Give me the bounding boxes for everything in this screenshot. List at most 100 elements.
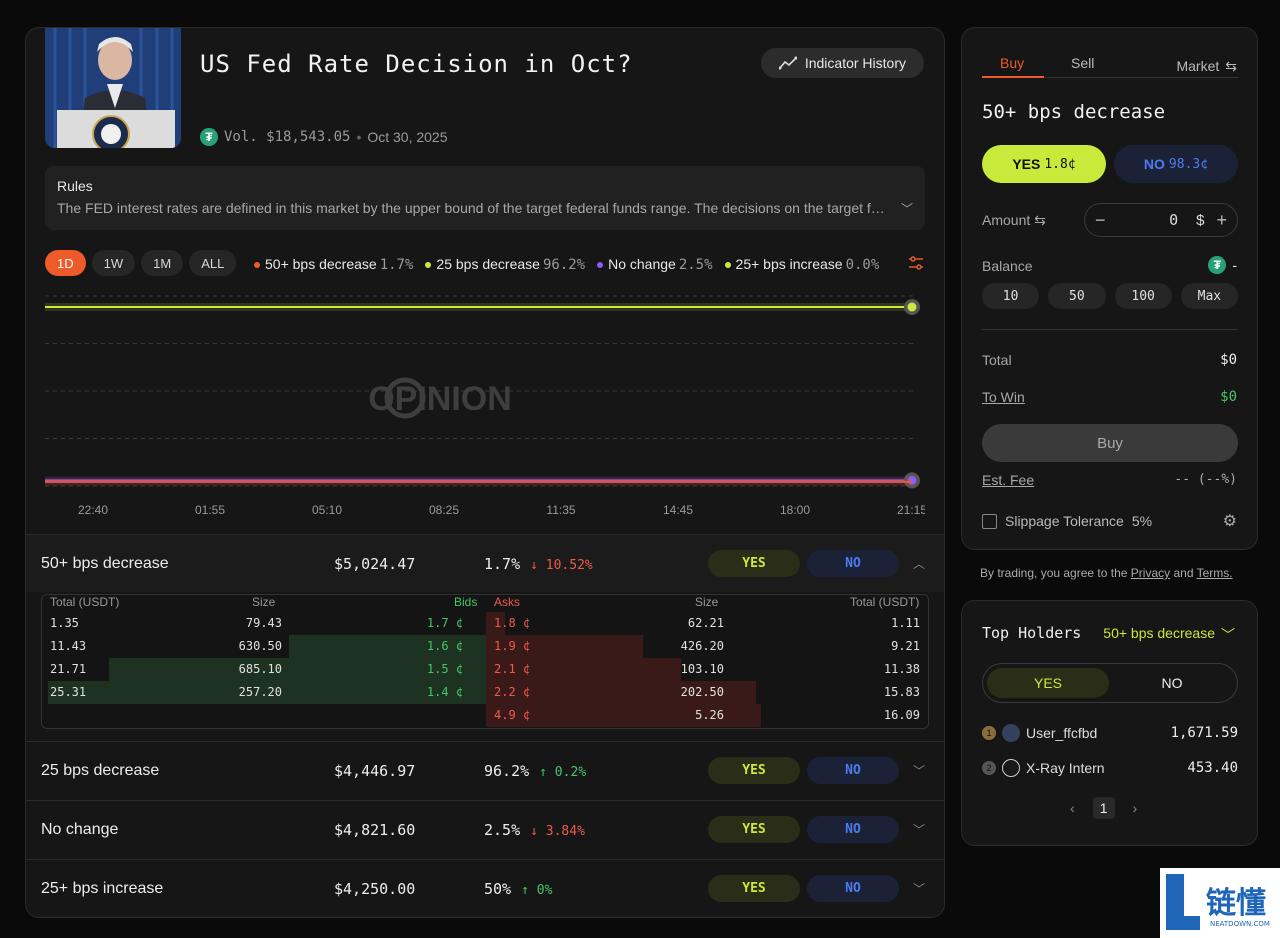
tab-sell[interactable]: Sell (1071, 55, 1095, 71)
range-1d[interactable]: 1D (45, 250, 86, 276)
total-value: $0 (1220, 352, 1237, 368)
range-all[interactable]: ALL (189, 250, 237, 276)
minus-icon[interactable]: − (1095, 209, 1106, 230)
tether-icon: ₮ (200, 128, 218, 146)
amount-label: Amount ⇆ (982, 212, 1046, 229)
no-button[interactable]: NO (807, 550, 899, 577)
chart-watermark-icon (384, 377, 426, 419)
terms-link[interactable]: Terms. (1196, 566, 1233, 580)
chevron-right-icon[interactable]: › (1132, 800, 1138, 816)
chevron-down-icon[interactable]: ﹀ (913, 882, 926, 896)
yes-button[interactable]: YES (708, 550, 800, 577)
chevron-up-icon[interactable]: ︿ (913, 557, 926, 571)
range-1m[interactable]: 1M (141, 250, 184, 276)
quick-amount-100[interactable]: 100 (1114, 283, 1172, 309)
divider (982, 329, 1238, 330)
legend-item[interactable]: No change 2.5% (597, 256, 713, 273)
holder-row[interactable]: 1 User_ffcfbd 1,671.59 (982, 723, 1238, 743)
bid-price[interactable]: 1.6 ¢ (426, 639, 463, 653)
holders-yes-tab[interactable]: YES (987, 668, 1109, 698)
bid-price[interactable]: 1.7 ¢ (426, 616, 463, 630)
quick-amounts: 10 50 100 Max (982, 283, 1238, 309)
rank-badge: 1 (982, 726, 996, 740)
legend-label: 50+ bps decrease (265, 256, 377, 272)
outcome-change: ↓ 3.84% (530, 823, 585, 839)
holder-amount: 1,671.59 (1170, 725, 1238, 741)
holder-name: User_ffcfbd (1026, 725, 1098, 741)
ask-total: 1.11 (891, 616, 920, 630)
slippage-checkbox[interactable] (982, 513, 997, 529)
outcome-name: 25+ bps increase (41, 879, 164, 897)
avatar (1002, 759, 1020, 777)
ob-header-size: Size (695, 595, 719, 609)
chevron-left-icon[interactable]: ‹ (1070, 800, 1075, 816)
legend-dot (254, 262, 260, 269)
no-button[interactable]: NO (807, 816, 899, 843)
page-number[interactable]: 1 (1092, 797, 1115, 819)
no-option-button[interactable]: NO 98.3¢ (1114, 145, 1238, 183)
buy-button[interactable]: Buy (982, 424, 1238, 462)
indicator-history-label: Indicator History (804, 55, 906, 71)
ask-price[interactable]: 1.8 ¢ (494, 616, 531, 630)
quick-amount-50[interactable]: 50 (1048, 283, 1106, 309)
market-date: Oct 30, 2025 (367, 129, 448, 145)
yes-button[interactable]: YES (708, 816, 800, 843)
yes-option-price: 1.8¢ (1044, 156, 1076, 172)
tether-icon: ₮ (1208, 256, 1227, 274)
outcome-row[interactable]: No change $4,821.60 2.5% ↓ 3.84% YES NO ﹀ (26, 800, 944, 858)
ask-price[interactable]: 2.2 ¢ (494, 685, 531, 699)
swap-icon[interactable]: ⇆ (1034, 212, 1046, 228)
ob-header-asks: Asks (494, 595, 521, 609)
selected-outcome: 50+ bps decrease (982, 101, 1166, 123)
rules-box[interactable]: Rules The FED interest rates are defined… (45, 166, 925, 230)
bid-price[interactable]: 1.4 ¢ (426, 685, 463, 699)
amount-input[interactable]: − 0 $ + (1084, 203, 1238, 237)
yes-option-button[interactable]: YES 1.8¢ (982, 145, 1106, 183)
outcome-row[interactable]: 25+ bps increase $4,250.00 50% ↑ 0% YES N… (26, 859, 944, 917)
order-type-select[interactable]: Market ⇆ (1176, 58, 1237, 75)
chevron-down-icon[interactable]: ﹀ (913, 823, 926, 837)
quick-amount-10[interactable]: 10 (982, 283, 1040, 309)
rules-text: The FED interest rates are defined in th… (57, 200, 887, 216)
holders-no-tab[interactable]: NO (1161, 675, 1183, 691)
legend-item[interactable]: 50+ bps decrease 1.7% (254, 256, 413, 273)
yes-button[interactable]: YES (708, 875, 800, 902)
no-button[interactable]: NO (807, 875, 899, 902)
outcome-row[interactable]: 25 bps decrease $4,446.97 96.2% ↑ 0.2% YE… (26, 741, 944, 799)
market-volume: Vol. $18,543.05 (224, 129, 351, 145)
ask-size: 103.10 (680, 662, 724, 676)
legend-item[interactable]: 25 bps decrease 96.2% (425, 256, 585, 273)
trend-icon (778, 56, 797, 70)
tab-buy[interactable]: Buy (1000, 55, 1025, 71)
privacy-link[interactable]: Privacy (1130, 566, 1171, 580)
ask-price[interactable]: 1.9 ¢ (494, 639, 531, 653)
swap-icon: ⇆ (1225, 58, 1237, 74)
chevron-down-icon[interactable]: ﹀ (900, 202, 913, 216)
legend-item[interactable]: 25+ bps increase 0.0% (724, 256, 879, 273)
range-1w[interactable]: 1W (91, 250, 136, 276)
bid-size: 685.10 (238, 662, 282, 676)
rank-badge: 2 (982, 761, 996, 775)
quick-amount-max[interactable]: Max (1180, 283, 1238, 309)
ask-price[interactable]: 4.9 ¢ (494, 708, 531, 722)
no-button[interactable]: NO (807, 757, 899, 784)
holders-filter-select[interactable]: 50+ bps decrease ﹀ (1103, 625, 1235, 645)
plus-icon[interactable]: + (1216, 209, 1227, 230)
bid-price[interactable]: 1.5 ¢ (426, 662, 463, 676)
yes-button[interactable]: YES (708, 757, 800, 784)
chart-settings-icon[interactable] (908, 256, 924, 273)
holder-row[interactable]: 2 X-Ray Intern 453.40 (982, 758, 1238, 778)
legend-dot (597, 262, 604, 269)
gear-icon[interactable]: ⚙ (1222, 513, 1237, 530)
series-endpoint[interactable] (907, 302, 917, 312)
ask-depth-bar (486, 658, 682, 681)
tab-indicator (982, 76, 1044, 78)
x-tick-label: 08:25 (429, 503, 459, 517)
legend-value: 2.5% (678, 257, 713, 273)
chevron-down-icon[interactable]: ﹀ (913, 764, 926, 778)
outcome-row[interactable]: 50+ bps decrease $5,024.47 1.7% ↓ 10.52% … (26, 534, 944, 592)
ask-price[interactable]: 2.1 ¢ (494, 662, 531, 676)
outcome-volume: $4,250.00 (334, 879, 416, 898)
indicator-history-button[interactable]: Indicator History (760, 48, 924, 78)
